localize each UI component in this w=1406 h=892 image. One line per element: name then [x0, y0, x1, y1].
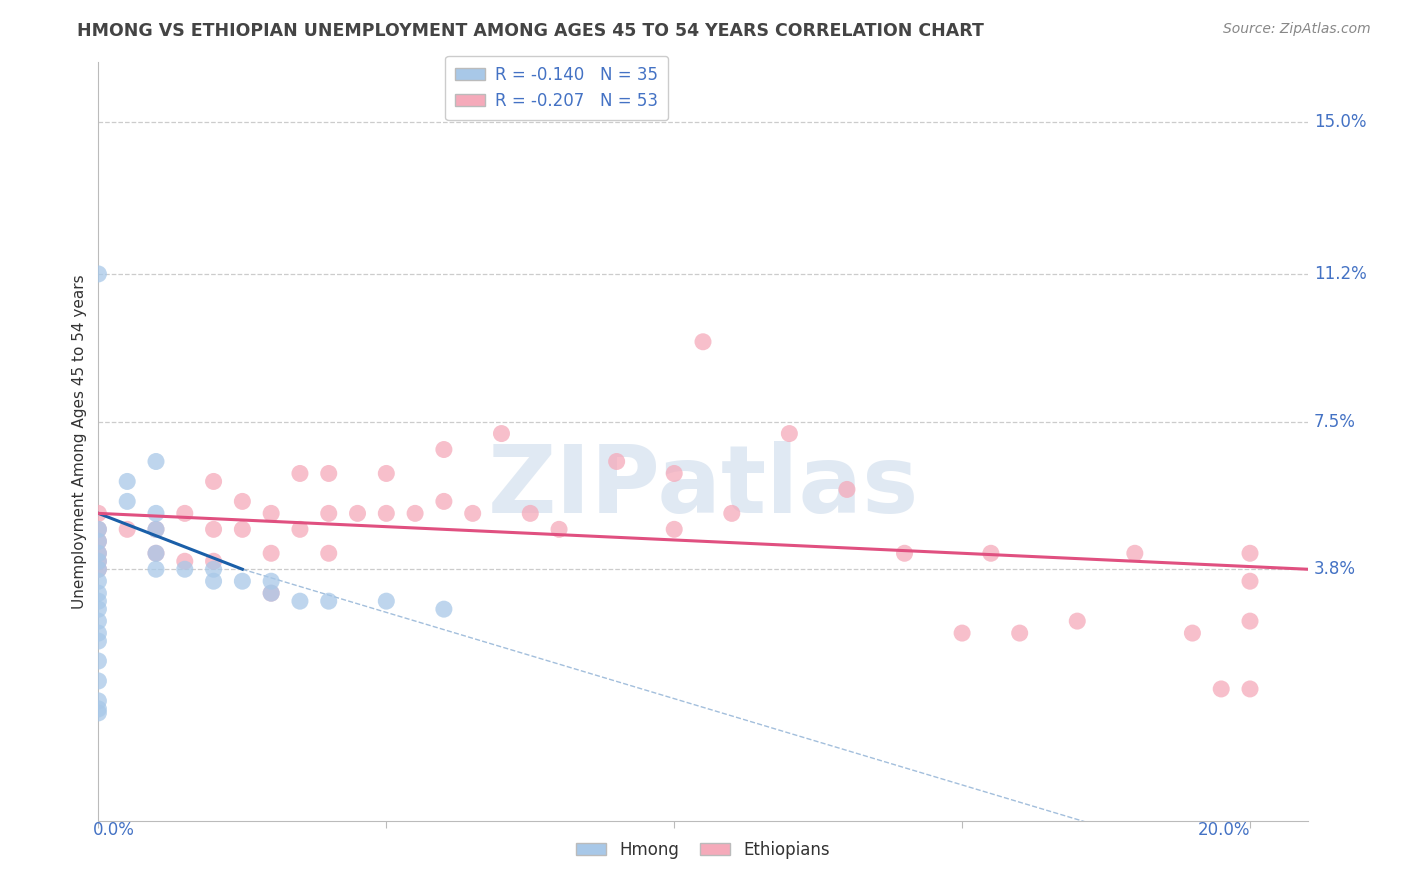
- Point: [87, 554, 110, 568]
- Point: [145, 454, 167, 468]
- Point: [87, 562, 110, 576]
- Point: [87, 546, 110, 560]
- Point: [260, 546, 283, 560]
- Point: [778, 426, 800, 441]
- Legend: Hmong, Ethiopians: Hmong, Ethiopians: [569, 834, 837, 865]
- Point: [87, 522, 110, 536]
- Point: [87, 554, 110, 568]
- Point: [87, 574, 110, 589]
- Point: [202, 574, 225, 589]
- Point: [433, 602, 456, 616]
- Point: [202, 554, 225, 568]
- Point: [231, 522, 253, 536]
- Point: [1239, 681, 1261, 696]
- Point: [145, 522, 167, 536]
- Point: [87, 706, 110, 720]
- Point: [202, 475, 225, 489]
- Point: [87, 602, 110, 616]
- Point: [288, 594, 311, 608]
- Text: 3.8%: 3.8%: [1313, 560, 1355, 578]
- Point: [491, 426, 513, 441]
- Point: [664, 522, 686, 536]
- Point: [87, 626, 110, 640]
- Point: [375, 467, 398, 481]
- Point: [433, 442, 456, 457]
- Text: Source: ZipAtlas.com: Source: ZipAtlas.com: [1223, 22, 1371, 37]
- Point: [173, 507, 195, 521]
- Point: [404, 507, 426, 521]
- Point: [87, 267, 110, 281]
- Point: [893, 546, 915, 560]
- Point: [145, 562, 167, 576]
- Point: [318, 467, 340, 481]
- Point: [433, 494, 456, 508]
- Point: [346, 507, 368, 521]
- Point: [87, 534, 110, 549]
- Text: 0.0%: 0.0%: [93, 821, 135, 838]
- Point: [461, 507, 484, 521]
- Point: [260, 586, 283, 600]
- Point: [87, 702, 110, 716]
- Point: [375, 594, 398, 608]
- Point: [375, 507, 398, 521]
- Point: [1181, 626, 1204, 640]
- Point: [87, 694, 110, 708]
- Point: [606, 454, 628, 468]
- Point: [145, 546, 167, 560]
- Point: [950, 626, 973, 640]
- Point: [87, 614, 110, 628]
- Text: 7.5%: 7.5%: [1313, 413, 1355, 431]
- Point: [1066, 614, 1088, 628]
- Text: 11.2%: 11.2%: [1313, 265, 1367, 283]
- Point: [115, 522, 138, 536]
- Point: [664, 467, 686, 481]
- Point: [519, 507, 541, 521]
- Point: [980, 546, 1002, 560]
- Point: [115, 475, 138, 489]
- Point: [87, 546, 110, 560]
- Y-axis label: Unemployment Among Ages 45 to 54 years: Unemployment Among Ages 45 to 54 years: [72, 274, 87, 609]
- Point: [87, 634, 110, 648]
- Point: [720, 507, 742, 521]
- Point: [318, 594, 340, 608]
- Point: [145, 507, 167, 521]
- Point: [1239, 614, 1261, 628]
- Point: [202, 562, 225, 576]
- Point: [231, 574, 253, 589]
- Point: [173, 562, 195, 576]
- Point: [288, 522, 311, 536]
- Text: ZIPatlas: ZIPatlas: [488, 441, 918, 533]
- Point: [1211, 681, 1233, 696]
- Point: [318, 507, 340, 521]
- Text: 15.0%: 15.0%: [1313, 113, 1367, 131]
- Point: [318, 546, 340, 560]
- Point: [145, 546, 167, 560]
- Point: [202, 522, 225, 536]
- Text: HMONG VS ETHIOPIAN UNEMPLOYMENT AMONG AGES 45 TO 54 YEARS CORRELATION CHART: HMONG VS ETHIOPIAN UNEMPLOYMENT AMONG AG…: [77, 22, 984, 40]
- Point: [87, 594, 110, 608]
- Point: [1008, 626, 1031, 640]
- Point: [87, 673, 110, 688]
- Point: [173, 554, 195, 568]
- Point: [548, 522, 571, 536]
- Point: [87, 562, 110, 576]
- Point: [288, 467, 311, 481]
- Point: [260, 574, 283, 589]
- Point: [692, 334, 714, 349]
- Point: [145, 522, 167, 536]
- Point: [1239, 546, 1261, 560]
- Text: 20.0%: 20.0%: [1198, 821, 1250, 838]
- Point: [87, 522, 110, 536]
- Point: [260, 507, 283, 521]
- Point: [87, 586, 110, 600]
- Point: [835, 483, 858, 497]
- Point: [1239, 574, 1261, 589]
- Point: [87, 534, 110, 549]
- Point: [231, 494, 253, 508]
- Point: [260, 586, 283, 600]
- Point: [87, 507, 110, 521]
- Point: [115, 494, 138, 508]
- Point: [87, 654, 110, 668]
- Point: [1123, 546, 1146, 560]
